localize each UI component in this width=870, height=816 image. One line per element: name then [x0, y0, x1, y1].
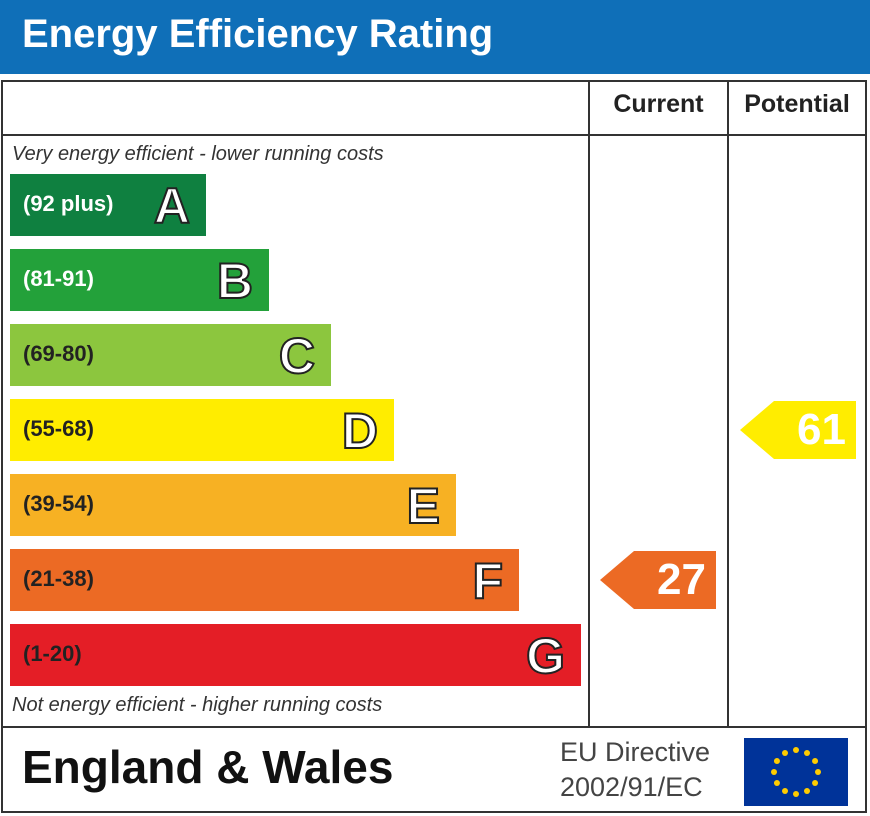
band-letter: G [525, 627, 566, 685]
band-letter: D [341, 402, 379, 460]
band-range-label: (55-68) [23, 416, 94, 441]
band-letter: E [406, 477, 441, 535]
chart-title: Energy Efficiency Rating [22, 12, 494, 56]
potential-rating-value: 61 [797, 405, 846, 454]
band-range-label: (92 plus) [23, 191, 114, 216]
rating-frame [1, 80, 867, 813]
eu-star [804, 749, 810, 756]
top-note: Very energy efficient - lower running co… [12, 143, 384, 165]
band-range-label: (81-91) [23, 266, 94, 291]
eu-star [793, 791, 799, 797]
eu-star [773, 780, 780, 786]
eu-star [815, 769, 821, 775]
eu-star [771, 769, 777, 775]
current-column-header: Current [613, 90, 704, 118]
band-range-label: (69-80) [23, 341, 94, 366]
current-column-divider [588, 80, 590, 728]
current-rating-value: 27 [657, 555, 706, 604]
potential-column-divider [727, 80, 729, 728]
eu-star [804, 788, 810, 795]
header-divider [1, 134, 867, 136]
band-letter: C [278, 327, 316, 385]
eu-star [782, 788, 788, 795]
eu-star [773, 758, 780, 764]
band-letter: F [471, 552, 504, 610]
eu-star [812, 758, 819, 764]
band-a: (92 plus) A [10, 174, 206, 236]
eu-flag-icon [744, 738, 848, 806]
band-range-label: (39-54) [23, 491, 94, 516]
eu-star [793, 747, 799, 753]
bottom-note: Not energy efficient - higher running co… [12, 694, 383, 716]
band-letter: A [153, 177, 191, 235]
band-d: (55-68) D [10, 399, 394, 461]
band-c: (69-80) C [10, 324, 331, 386]
directive-line-1: EU Directive [560, 737, 711, 767]
band-b: (81-91) B [10, 249, 269, 311]
footer-country: England & Wales [22, 741, 394, 793]
potential-column-header: Potential [744, 90, 850, 118]
band-g: (1-20) G [10, 624, 581, 686]
band-letter: B [216, 252, 254, 310]
band-range-label: (1-20) [23, 641, 82, 666]
footer-divider [1, 726, 867, 728]
title-bar: Energy Efficiency Rating [0, 0, 870, 74]
band-e: (39-54) E [10, 474, 456, 536]
eu-star [782, 749, 788, 756]
band-f: (21-38) F [10, 549, 519, 611]
directive-line-2: 2002/91/EC [560, 772, 703, 802]
eu-star [812, 780, 819, 786]
band-range-label: (21-38) [23, 566, 94, 591]
